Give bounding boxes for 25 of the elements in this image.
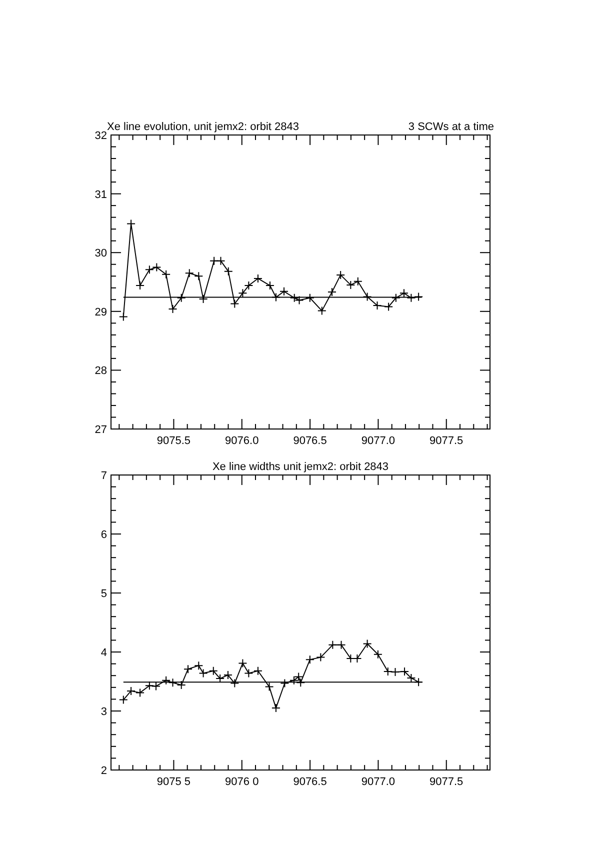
y-tick-label: 3	[100, 706, 107, 718]
x-tick-label: 9076.5	[293, 435, 327, 447]
x-tick-label: 9076.0	[225, 435, 259, 447]
chart-title: Xe line evolution, unit jemx2: orbit 2843	[107, 121, 300, 133]
y-tick-label: 27	[94, 424, 107, 436]
y-tick-label: 6	[100, 529, 107, 541]
x-tick-label: 9077.5	[430, 435, 464, 447]
y-tick-label: 29	[94, 306, 107, 318]
y-tick-label: 31	[94, 188, 107, 201]
x-tick-label: 9076 0	[225, 776, 259, 788]
chart-subtitle: 3 SCWs at a time	[408, 121, 494, 133]
y-tick-label: 32	[94, 130, 107, 142]
x-tick-label: 9077.0	[361, 776, 396, 788]
y-tick-label: 2	[100, 765, 107, 777]
y-tick-label: 5	[100, 588, 107, 600]
y-tick-label: 28	[94, 365, 107, 378]
x-tick-label: 9075 5	[156, 776, 191, 788]
x-tick-label: 9076.5	[293, 776, 327, 788]
x-tick-label: 9077.5	[430, 776, 464, 788]
chart-title: Xe line widths unit jemx2: orbit 2843	[212, 461, 389, 473]
x-tick-label: 9075.5	[156, 435, 191, 447]
x-tick-label: 9077.0	[361, 435, 396, 447]
y-tick-label: 4	[100, 647, 107, 659]
y-tick-label: 30	[94, 248, 107, 260]
y-tick-label: 7	[100, 470, 107, 482]
